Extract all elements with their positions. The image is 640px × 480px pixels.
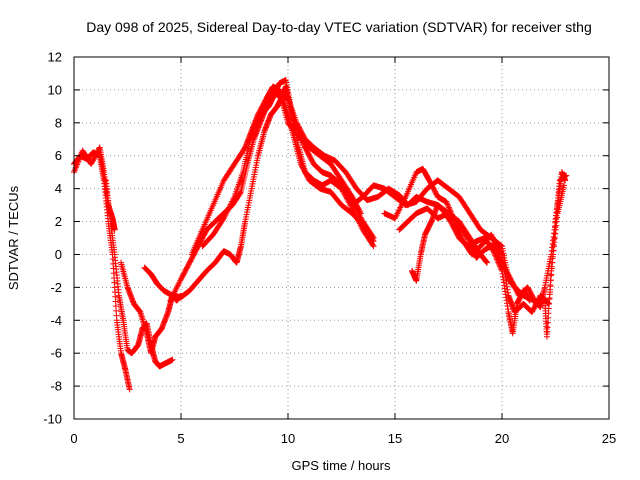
y-tick-label: 10: [48, 82, 62, 97]
axis-ticks: [73, 56, 610, 420]
y-tick-label: -2: [50, 280, 62, 295]
y-tick-label: 8: [55, 115, 62, 130]
y-tick-label: 12: [48, 50, 62, 65]
x-tick-label: 5: [177, 431, 184, 446]
y-axis-label: SDTVAR / TECUs: [6, 185, 21, 290]
data-point: [111, 226, 118, 233]
series-track-8: [199, 90, 364, 250]
data-series: [71, 77, 570, 393]
x-axis-label: GPS time / hours: [292, 458, 391, 473]
x-tick-label: 20: [495, 431, 509, 446]
y-tick-label: -8: [50, 379, 62, 394]
y-tick-label: 0: [55, 247, 62, 262]
y-tick-label: 4: [55, 181, 62, 196]
series-track-13: [409, 202, 533, 337]
y-tick-label: 2: [55, 214, 62, 229]
y-tick-label: -4: [50, 313, 62, 328]
x-tick-label: 10: [281, 431, 295, 446]
series-track-12: [396, 182, 568, 340]
y-tick-label: 6: [55, 148, 62, 163]
x-tick-label: 0: [70, 431, 77, 446]
series-track-9: [263, 90, 491, 266]
data-point: [169, 356, 176, 363]
plot-frame: [73, 56, 610, 420]
x-tick-label: 15: [388, 431, 402, 446]
y-tick-label: -6: [50, 346, 62, 361]
y-tick-label: -10: [43, 412, 62, 427]
data-point: [126, 386, 133, 393]
grid-lines: [74, 57, 609, 419]
chart-title: Day 098 of 2025, Sidereal Day-to-day VTE…: [86, 19, 592, 35]
x-tick-label: 25: [602, 431, 616, 446]
